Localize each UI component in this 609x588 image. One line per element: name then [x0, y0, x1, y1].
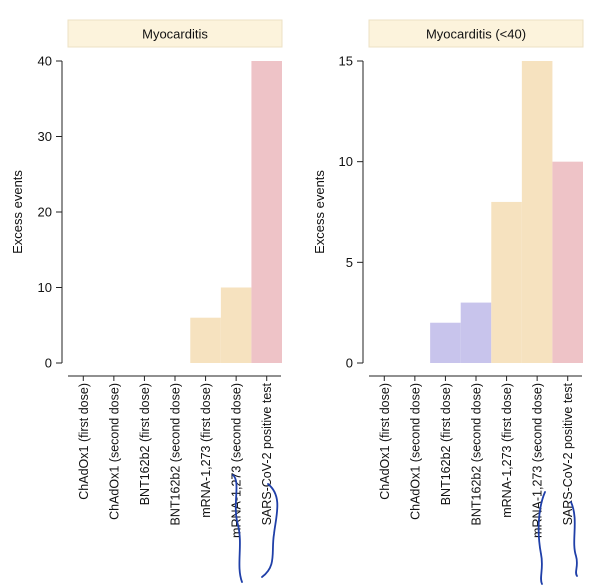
- y-tick-label: 30: [38, 129, 52, 144]
- x-tick-label: SARS-CoV-2 positive test: [561, 382, 575, 525]
- y-axis-title: Excess events: [10, 170, 25, 254]
- x-tick-label: mRNA-1,273 (first dose): [199, 383, 213, 518]
- x-tick-label: ChAdOx1 (first dose): [77, 383, 91, 500]
- panel-myocarditis: Myocarditis Excess events 0 10 20 30 40 ChAd…: [10, 19, 283, 538]
- bar: [521, 61, 553, 363]
- bar-group: [430, 61, 583, 363]
- x-tick-label: BNT162b2 (second dose): [169, 383, 183, 525]
- bar: [220, 287, 252, 363]
- x-tick-label: ChAdOx1 (second dose): [408, 383, 422, 520]
- panel-title: Myocarditis (<40): [426, 27, 526, 42]
- bar: [190, 317, 221, 363]
- x-tick-label: mRNA-1,273 (first dose): [500, 383, 514, 518]
- pen-annotation-group: [232, 474, 578, 585]
- y-tick-label: 5: [346, 255, 353, 270]
- bar: [460, 302, 492, 363]
- y-tick-label: 20: [38, 205, 52, 220]
- x-tick-group: ChAdOx1 (first dose) ChAdOx1 (second dose…: [378, 376, 575, 538]
- bar: [430, 322, 461, 363]
- pen-bracket-right-panel-a: [537, 491, 546, 585]
- pen-bracket-left-panel-b: [261, 483, 279, 578]
- y-tick-label: 10: [339, 154, 353, 169]
- x-tick-group: ChAdOx1 (first dose) ChAdOx1 (second dose…: [77, 376, 274, 538]
- x-tick-label: BNT162b2 (second dose): [470, 383, 484, 525]
- bar: [552, 161, 583, 363]
- x-tick-label: ChAdOx1 (first dose): [378, 383, 392, 500]
- x-tick-label: mRNA-1,273 (second dose): [531, 383, 545, 538]
- bar: [491, 201, 522, 363]
- panel-title-strip: [67, 19, 283, 48]
- y-tick-group: 0 10 20 30 40: [38, 54, 62, 371]
- y-tick-label: 10: [38, 280, 52, 295]
- pen-bracket-left-panel-a: [232, 474, 243, 583]
- panel-title-strip: [368, 19, 584, 48]
- x-tick-label: ChAdOx1 (second dose): [107, 383, 121, 520]
- bar-group: [190, 61, 282, 363]
- y-tick-label: 0: [346, 356, 353, 371]
- y-axis-title: Excess events: [312, 170, 327, 254]
- x-tick-label: BNT162b2 (first dose): [138, 383, 152, 505]
- x-tick-label: SARS-CoV-2 positive test: [260, 382, 274, 525]
- panel-title: Myocarditis: [142, 27, 208, 42]
- y-tick-group: 0 5 10 15: [339, 54, 363, 371]
- y-tick-label: 15: [339, 54, 353, 69]
- panel-myocarditis-under-40: Myocarditis (<40) Excess events 0 5 10 15 C…: [312, 19, 584, 538]
- x-tick-label: mRNA-1,273 (second dose): [230, 383, 244, 538]
- bar: [251, 61, 282, 363]
- pen-bracket-right-panel-b: [570, 501, 578, 577]
- y-tick-label: 0: [45, 356, 52, 371]
- x-tick-label: BNT162b2 (first dose): [439, 383, 453, 505]
- y-tick-label: 40: [38, 54, 52, 69]
